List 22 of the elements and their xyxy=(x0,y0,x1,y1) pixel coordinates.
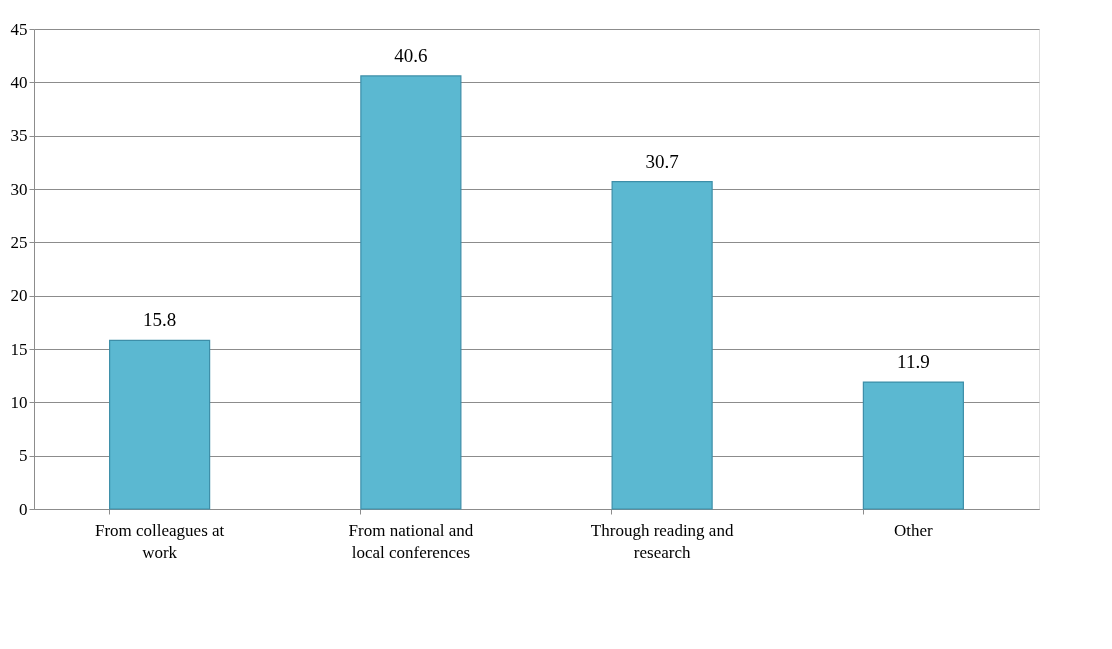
y-tick-label: 25 xyxy=(10,232,28,252)
y-tick-label: 10 xyxy=(10,392,28,412)
bar xyxy=(360,75,462,510)
y-tick-label: 20 xyxy=(10,286,28,306)
x-tick-label: From national and local conferences xyxy=(348,520,474,562)
y-tick-label: 40 xyxy=(10,72,28,92)
bar xyxy=(862,381,964,510)
data-label: 11.9 xyxy=(897,351,930,373)
y-tick-label: 35 xyxy=(10,126,28,146)
data-label: 15.8 xyxy=(143,309,177,331)
x-tick-label: From colleagues at work xyxy=(94,520,225,562)
data-label: 40.6 xyxy=(394,44,428,66)
x-tick-label: Through reading and research xyxy=(590,520,734,562)
bar xyxy=(109,339,211,510)
y-tick-label: 45 xyxy=(10,19,28,39)
data-label: 30.7 xyxy=(645,150,679,172)
y-tick-label: 0 xyxy=(19,499,28,519)
y-tick-label: 5 xyxy=(19,446,28,466)
y-tick-label: 15 xyxy=(10,339,28,359)
y-tick-label: 30 xyxy=(10,179,28,199)
bar xyxy=(611,180,713,510)
x-tick-label: Other xyxy=(894,520,934,540)
